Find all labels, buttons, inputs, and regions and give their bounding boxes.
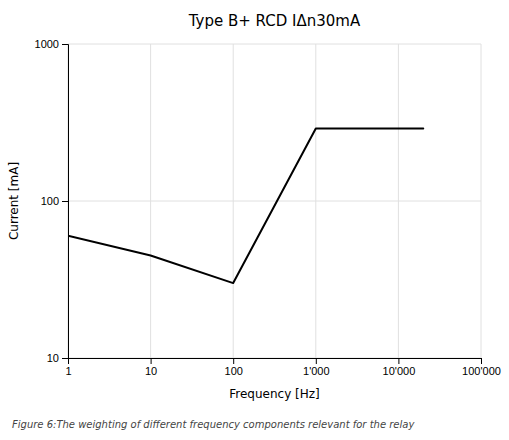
x-axis-title: Frequency [Hz] bbox=[229, 387, 320, 401]
data-line bbox=[68, 128, 423, 283]
tick-label: 100 bbox=[41, 195, 59, 207]
grid bbox=[68, 44, 481, 358]
tick: 100 bbox=[225, 358, 243, 377]
tick: 1000 bbox=[35, 38, 68, 50]
marks bbox=[68, 128, 423, 283]
chart: 1 10 100 1'000 10'000 100'000 10 100 1000 Type B+… bbox=[0, 0, 509, 440]
title: Type B+ RCD IΔn30mA bbox=[188, 12, 361, 30]
tick-mark bbox=[151, 358, 152, 364]
tick: 10 bbox=[145, 358, 157, 377]
tick-mark bbox=[316, 358, 317, 364]
tick: 100 bbox=[41, 195, 68, 207]
tick-label: 10 bbox=[145, 365, 157, 377]
tick-mark bbox=[62, 44, 68, 45]
tick-label: 100'000 bbox=[462, 365, 501, 377]
tick-label: 100 bbox=[225, 365, 243, 377]
tick-mark bbox=[481, 358, 482, 364]
y-axis-title: Current [mA] bbox=[7, 162, 21, 240]
tick-mark bbox=[233, 358, 234, 364]
tick-label: 1 bbox=[65, 365, 71, 377]
tick-mark bbox=[62, 358, 68, 359]
tick-label: 1'000 bbox=[303, 365, 330, 377]
tick: 10'000 bbox=[383, 358, 416, 377]
tick: 1'000 bbox=[303, 358, 330, 377]
x-axis: 1 10 100 1'000 10'000 100'000 bbox=[65, 358, 500, 377]
tick-label: 1000 bbox=[35, 38, 59, 50]
tick: 100'000 bbox=[462, 358, 501, 377]
y-axis: 10 100 1000 bbox=[35, 38, 69, 364]
tick: 10 bbox=[47, 352, 68, 364]
grid-line-y bbox=[68, 44, 481, 45]
tick-mark bbox=[62, 201, 68, 202]
plot-area: 1 10 100 1'000 10'000 100'000 10 100 1000 bbox=[35, 38, 501, 377]
tick-label: 10 bbox=[47, 352, 59, 364]
tick-label: 10'000 bbox=[383, 365, 416, 377]
axis-line bbox=[62, 45, 69, 359]
axis-line bbox=[69, 359, 482, 365]
grid-line-y bbox=[68, 201, 481, 202]
tick-mark bbox=[398, 358, 399, 364]
tick: 1 bbox=[65, 358, 71, 377]
caption: Figure 6:The weighting of different freq… bbox=[12, 419, 415, 430]
